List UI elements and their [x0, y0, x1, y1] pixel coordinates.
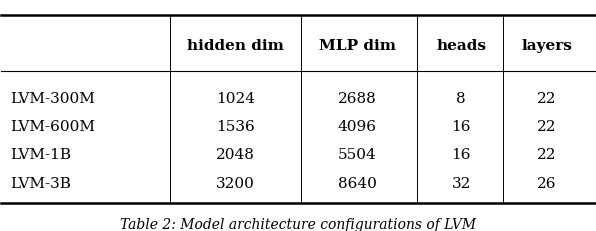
Text: 4096: 4096 [338, 120, 377, 134]
Text: 3200: 3200 [216, 176, 255, 190]
Text: 32: 32 [451, 176, 471, 190]
Text: 22: 22 [538, 148, 557, 162]
Text: Table 2: Model architecture configurations of LVM: Table 2: Model architecture configuratio… [120, 217, 476, 231]
Text: LVM-1B: LVM-1B [10, 148, 72, 162]
Text: LVM-3B: LVM-3B [10, 176, 71, 190]
Text: LVM-300M: LVM-300M [10, 91, 95, 105]
Text: 8: 8 [457, 91, 466, 105]
Text: heads: heads [436, 39, 486, 53]
Text: 22: 22 [538, 120, 557, 134]
Text: 1024: 1024 [216, 91, 255, 105]
Text: 8640: 8640 [338, 176, 377, 190]
Text: hidden dim: hidden dim [187, 39, 284, 53]
Text: layers: layers [522, 39, 573, 53]
Text: MLP dim: MLP dim [319, 39, 396, 53]
Text: 16: 16 [451, 120, 471, 134]
Text: 16: 16 [451, 148, 471, 162]
Text: 26: 26 [538, 176, 557, 190]
Text: LVM-600M: LVM-600M [10, 120, 95, 134]
Text: 5504: 5504 [338, 148, 377, 162]
Text: 2048: 2048 [216, 148, 255, 162]
Text: 1536: 1536 [216, 120, 255, 134]
Text: 2688: 2688 [338, 91, 377, 105]
Text: 22: 22 [538, 91, 557, 105]
